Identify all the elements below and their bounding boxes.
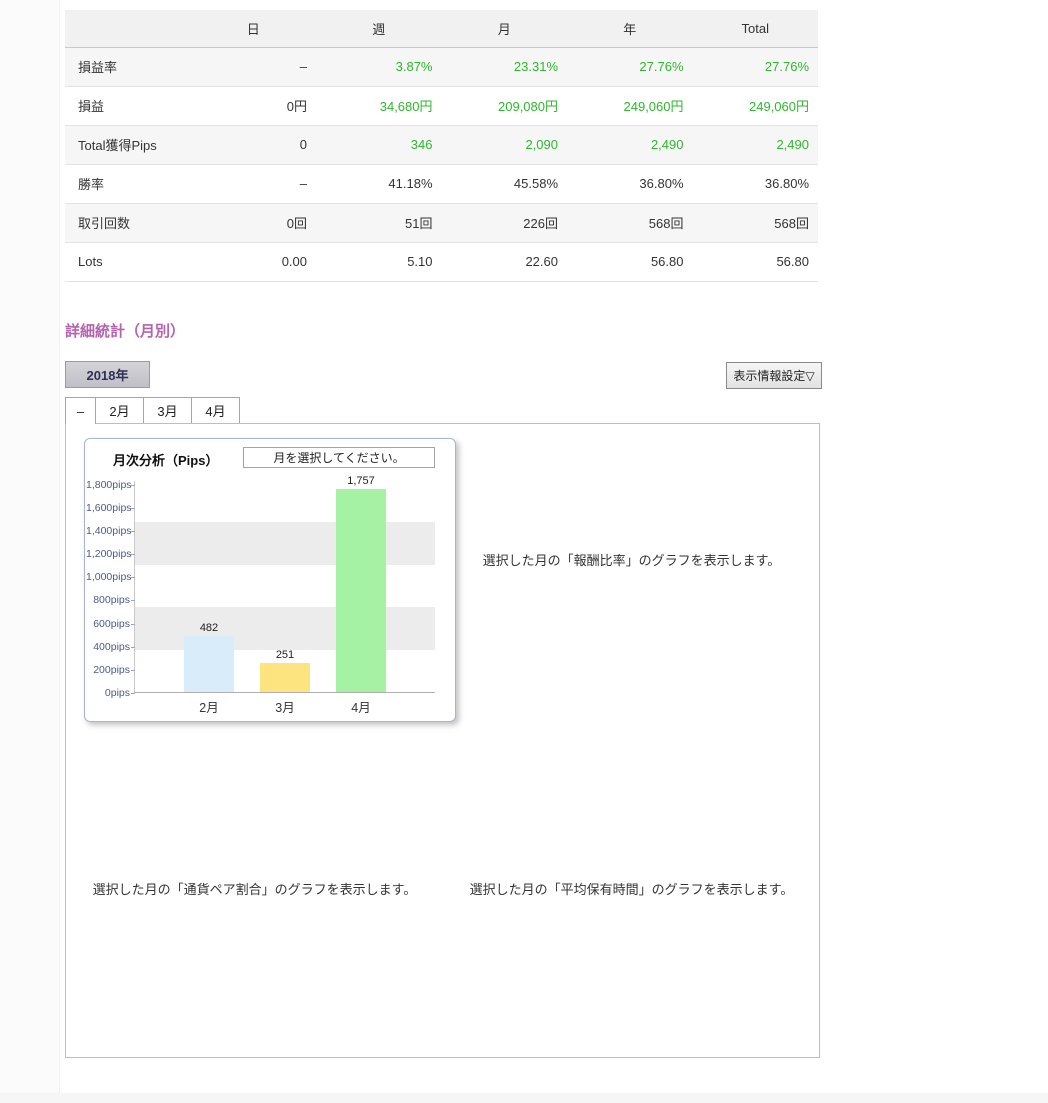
y-axis-tick-label: 1,600pips (86, 501, 132, 514)
cell-value: 0 (299, 137, 307, 152)
placeholder-reward-ratio: 選択した月の「報酬比率」のグラフを表示します。 (482, 553, 781, 568)
y-axis-tick-mark (131, 484, 135, 486)
table-row-lots: Lots 0.00 5.10 22.60 56.80 56.80 (65, 242, 818, 281)
cell-value: 34,680円 (379, 99, 433, 114)
y-axis-tick-label: 200pips (93, 663, 130, 676)
plot-stripe-band (135, 522, 435, 565)
cell-value: 0.00 (281, 254, 307, 269)
cell-value: 2,490 (776, 137, 809, 152)
y-axis-tick-mark (131, 507, 135, 509)
y-axis-tick-mark (131, 554, 135, 556)
bar-chart-plot-area: 0pips 200pips 400pips 600pips 800pips 1,000pi… (86, 475, 435, 715)
bottom-margin-strip (0, 1093, 1048, 1103)
summary-header-empty (65, 10, 191, 48)
summary-header-year: 年 (567, 10, 693, 48)
cell-value: 5.10 (407, 254, 433, 269)
y-axis-tick-mark (131, 577, 135, 579)
cell-value: 51回 (405, 216, 433, 231)
chart-bar-2月[interactable] (184, 636, 234, 692)
cell-value: 568回 (774, 216, 809, 231)
y-axis-tick-label: 0pips (104, 687, 130, 699)
tab-none-selected[interactable]: – (65, 397, 96, 424)
row-label: 取引回数 (78, 216, 131, 231)
x-axis-tick-label: 4月 (351, 701, 371, 715)
summary-header-month: 月 (441, 10, 567, 48)
summary-header-day: 日 (190, 10, 316, 48)
bar-value-label: 251 (275, 648, 295, 661)
table-row-profit: 損益 0円 34,680円 209,080円 249,060円 249,060円 (65, 86, 818, 125)
summary-header-total: Total (692, 10, 818, 48)
cell-value: 45.58% (513, 176, 558, 191)
cell-value: 36.80% (639, 176, 684, 191)
table-row-win-rate: 勝率 – 41.18% 45.58% 36.80% 36.80% (65, 164, 818, 203)
cell-value: 3.87% (395, 59, 433, 74)
year-2018-button[interactable]: 2018年 (65, 361, 150, 388)
placeholder-currency-pair: 選択した月の「通貨ペア割合」のグラフを表示します。 (92, 882, 417, 897)
section-title-monthly-stats: 詳細統計（月別） (65, 323, 186, 340)
tab-march[interactable]: 3月 (143, 397, 192, 423)
summary-header-row: 日 週 月 年 Total (65, 10, 818, 48)
cell-value: 2,490 (650, 137, 684, 152)
table-row-profit-rate: 損益率 – 3.87% 23.31% 27.76% 27.76% (65, 47, 818, 86)
cell-value: 56.80 (650, 254, 684, 269)
y-axis-tick-label: 800pips (93, 594, 130, 607)
y-axis-tick-mark (131, 600, 135, 602)
cell-value: 22.60 (525, 254, 558, 269)
monthly-pips-chart-card: 月次分析（Pips） 月を選択してください。 0pips 200pips 400pi… (84, 438, 456, 722)
month-select-box[interactable]: 月を選択してください。 (243, 447, 435, 468)
display-settings-button[interactable]: 表示情報設定▽ (726, 362, 822, 389)
chart-title: 月次分析（Pips） (113, 453, 219, 468)
cell-value: 23.31% (513, 59, 558, 74)
row-label: Total獲得Pips (78, 138, 157, 153)
month-tabbar: – 2月 3月 4月 (65, 397, 240, 424)
cell-value: – (299, 176, 307, 191)
table-row-trade-count: 取引回数 0回 51回 226回 568回 568回 (65, 203, 818, 242)
y-axis-tick-label: 1,000pips (86, 571, 132, 584)
cell-value: – (299, 59, 307, 74)
cell-value: 27.76% (639, 59, 684, 74)
y-axis-tick-mark (131, 693, 135, 694)
cell-value: 56.80 (776, 254, 809, 269)
y-axis-tick-mark (131, 669, 135, 671)
placeholder-avg-hold-time: 選択した月の「平均保有時間」のグラフを表示します。 (469, 882, 794, 897)
y-axis-tick-mark (131, 623, 135, 625)
cell-value: 27.76% (764, 59, 809, 74)
y-axis-tick-mark (131, 531, 135, 533)
row-label: Lots (78, 254, 103, 269)
y-axis-tick-label: 400pips (93, 640, 130, 653)
cell-value: 0回 (286, 216, 307, 231)
left-margin-strip (0, 0, 60, 1103)
row-label: 勝率 (78, 177, 105, 192)
y-axis-tick-label: 1,200pips (86, 548, 132, 561)
cell-value: 209,080円 (498, 99, 558, 114)
summary-table: 日 週 月 年 Total 損益率 – 3.87% 23.31% 27.76% … (65, 10, 818, 282)
chart-bar-4月[interactable] (336, 488, 386, 692)
y-axis-tick-mark (131, 646, 135, 648)
row-label: 損益 (78, 99, 105, 114)
x-axis-tick-label: 3月 (275, 701, 295, 715)
cell-value: 41.18% (388, 176, 433, 191)
tab-february[interactable]: 2月 (95, 397, 144, 423)
cell-value: 0円 (286, 99, 307, 114)
cell-value: 568回 (648, 216, 684, 231)
cell-value: 226回 (523, 216, 558, 231)
tab-april[interactable]: 4月 (191, 397, 240, 423)
summary-header-week: 週 (316, 10, 442, 48)
cell-value: 2,090 (525, 137, 558, 152)
cell-value: 36.80% (764, 176, 809, 191)
y-axis-tick-label: 1,800pips (86, 478, 132, 491)
y-axis-tick-label: 600pips (93, 617, 130, 630)
cell-value: 346 (410, 137, 433, 152)
y-axis-tick-label: 1,400pips (86, 525, 132, 538)
cell-value: 249,060円 (749, 99, 809, 114)
x-axis-tick-label: 2月 (199, 701, 219, 715)
table-row-total-pips: Total獲得Pips 0 346 2,090 2,490 2,490 (65, 125, 818, 164)
chart-bar-3月[interactable] (260, 662, 310, 692)
bar-value-label: 1,757 (347, 474, 375, 487)
bar-value-label: 482 (199, 622, 219, 635)
row-label: 損益率 (78, 60, 118, 75)
cell-value: 249,060円 (623, 99, 684, 114)
